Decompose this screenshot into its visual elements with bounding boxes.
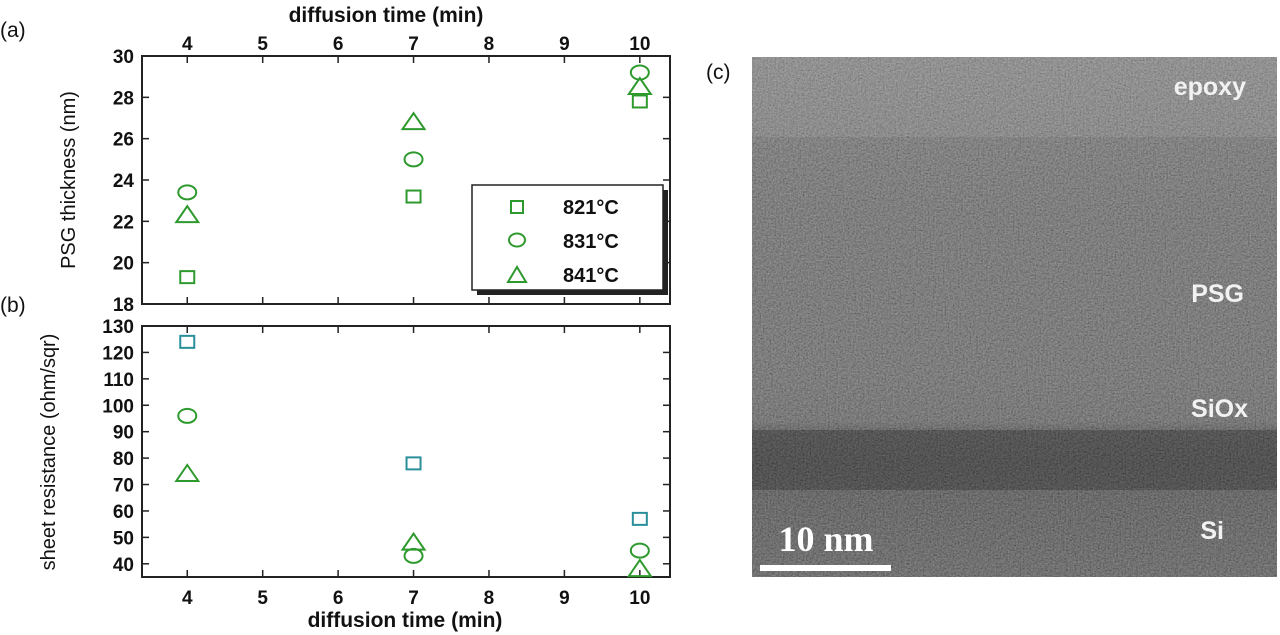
panel-b-point-triangle-4 xyxy=(174,463,201,482)
panel-b-x-tick-label-9: 9 xyxy=(559,588,570,609)
panel-a-point-circle-7 xyxy=(403,151,424,168)
panel-a-y-axis-title: PSG thickness (nm) xyxy=(58,91,80,269)
panel-b-frame xyxy=(141,325,671,578)
panel-a-y-tick-label-30: 30 xyxy=(113,47,134,68)
panel-a-ticks: 4 5 6 7 8 9 10 18 20 22 24 26 28 30 xyxy=(113,34,670,316)
panel-b-y-tick-label-130: 130 xyxy=(102,317,134,338)
tem-label-epoxy: epoxy xyxy=(1174,73,1246,101)
panel-a-y-tick-label-24: 24 xyxy=(113,171,135,192)
panel-label-a: (a) xyxy=(0,19,26,42)
panel-a-top-x-tick-label-8: 8 xyxy=(484,34,495,55)
panel-b-y-tick-label-90: 90 xyxy=(113,423,134,444)
panel-a-point-square-4 xyxy=(179,270,196,285)
legend: 821°C 831°C 841°C xyxy=(471,184,668,295)
panel-b-x-tick-label-4: 4 xyxy=(182,588,193,609)
panel-b-x-tick-label-8: 8 xyxy=(484,588,495,609)
panel-b-y-tick-label-40: 40 xyxy=(113,555,134,576)
panel-a-y-tick-label-26: 26 xyxy=(113,130,134,151)
panel-b-point-triangle-10 xyxy=(626,558,653,578)
panel-a-top-x-tick-label-5: 5 xyxy=(257,34,268,55)
legend-label-841: 841°C xyxy=(563,265,619,287)
panel-b-ticks: 4 5 6 7 8 9 10 40 50 60 70 80 90 100 110 120 130 xyxy=(102,317,670,609)
panel-b-y-axis-title: sheet resistance (ohm/sqr) xyxy=(38,334,60,571)
panel-b-y-tick-label-110: 110 xyxy=(103,370,134,391)
panel-b-y-tick-label-100: 100 xyxy=(102,396,134,417)
scale-bar xyxy=(760,565,891,571)
panel-a-y-tick-label-20: 20 xyxy=(113,254,134,275)
panel-b-y-tick-label-80: 80 xyxy=(113,449,134,470)
panel-b-point-triangle-7 xyxy=(400,531,427,551)
panel-a-y-tick-label-28: 28 xyxy=(113,88,134,109)
panel-a-point-triangle-7 xyxy=(400,111,427,131)
top-x-axis-title: diffusion time (min) xyxy=(289,4,484,27)
panel-label-b: (b) xyxy=(0,294,26,317)
panel-a-point-square-10 xyxy=(631,94,648,109)
panel-b-point-circle-7 xyxy=(403,547,424,564)
panel-a-y-tick-label-22: 22 xyxy=(113,212,134,233)
panel-b-y-tick-label-60: 60 xyxy=(113,502,134,523)
panel-b-y-tick-label-50: 50 xyxy=(113,528,134,549)
panel-a-point-triangle-4 xyxy=(174,204,201,224)
tem-label-psg: PSG xyxy=(1191,280,1244,308)
panel-a-y-tick-label-18: 18 xyxy=(113,295,134,316)
tem-image xyxy=(752,57,1277,577)
panel-a-point-triangle-10 xyxy=(626,76,653,95)
panel-a-point-square-7 xyxy=(405,189,422,204)
tem-grain xyxy=(752,57,1277,577)
panel-a-point-circle-4 xyxy=(177,184,198,201)
panel-b-point-circle-10 xyxy=(629,542,650,559)
panel-a-top-x-tick-label-7: 7 xyxy=(408,34,419,55)
panel-b-y-tick-label-120: 120 xyxy=(102,343,134,364)
panel-label-c: (c) xyxy=(706,61,731,84)
tem-si-shade xyxy=(752,430,1277,490)
panel-a-top-x-tick-label-4: 4 xyxy=(182,34,193,55)
panel-b-x-tick-label-10: 10 xyxy=(629,588,650,609)
panel-b-x-tick-label-7: 7 xyxy=(408,588,419,609)
scale-bar-label: 10 nm xyxy=(778,519,873,559)
legend-box xyxy=(471,184,664,291)
legend-label-831: 831°C xyxy=(563,231,619,253)
panel-b-x-tick-label-6: 6 xyxy=(333,588,344,609)
bottom-x-axis-title: diffusion time (min) xyxy=(308,609,503,632)
tem-label-siox: SiOx xyxy=(1191,395,1248,423)
panel-a-markers xyxy=(174,64,653,285)
panel-a-top-x-tick-label-10: 10 xyxy=(629,34,650,55)
panel-b-point-circle-4 xyxy=(177,407,198,424)
panel-b-point-square-4 xyxy=(179,334,196,349)
panel-b-markers xyxy=(174,334,653,578)
legend-marker-841 xyxy=(506,265,528,283)
panel-b-y-tick-label-70: 70 xyxy=(113,476,134,497)
tem-label-si: Si xyxy=(1200,517,1224,545)
legend-label-821: 821°C xyxy=(563,197,619,219)
panel-b-point-square-10 xyxy=(631,511,648,526)
panel-a-top-x-tick-label-9: 9 xyxy=(559,34,570,55)
tem-epoxy-highlight xyxy=(752,57,1277,137)
panel-b-x-tick-label-5: 5 xyxy=(257,588,268,609)
legend-marker-821 xyxy=(510,200,524,214)
panel-a-top-x-tick-label-6: 6 xyxy=(333,34,344,55)
panel-b-point-square-7 xyxy=(405,456,422,471)
legend-marker-831 xyxy=(508,232,526,248)
